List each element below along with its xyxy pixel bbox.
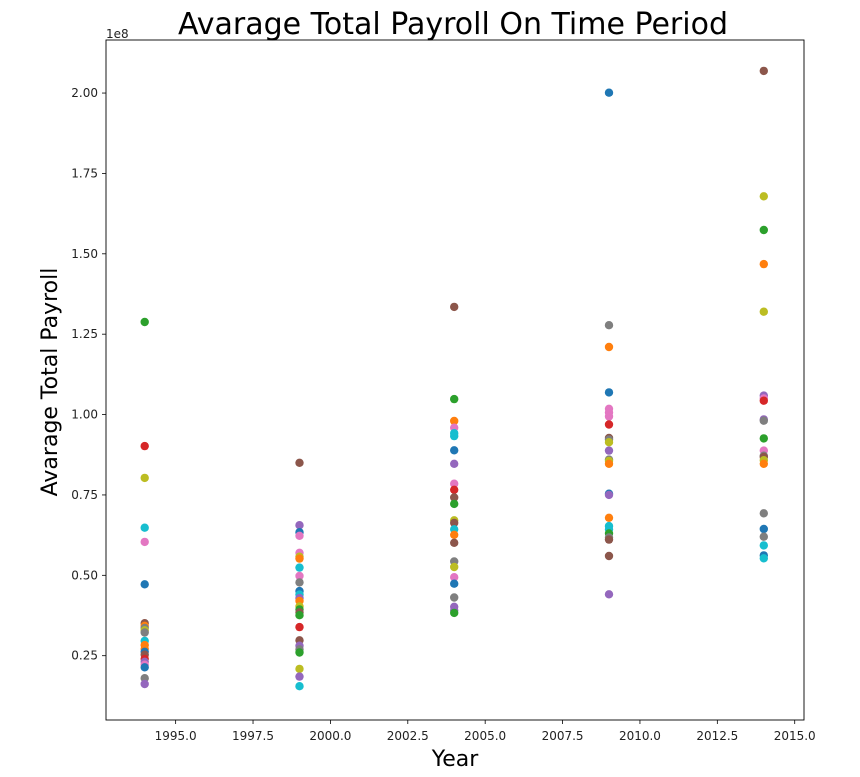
data-point <box>140 674 149 683</box>
y-tick-label: 2.00 <box>71 86 98 100</box>
data-point <box>604 412 614 421</box>
data-point <box>450 562 459 572</box>
data-point <box>450 302 459 312</box>
data-point <box>759 532 768 541</box>
data-point <box>450 593 459 602</box>
x-tick-label: 2000.0 <box>309 729 351 743</box>
y-axis-label: Avarage Total Payroll <box>38 268 63 497</box>
data-point <box>450 479 459 488</box>
data-point <box>450 608 459 618</box>
data-point <box>450 493 459 502</box>
plot-frame <box>105 39 805 721</box>
y-tick-label: 1.50 <box>71 247 98 261</box>
x-axis-label: Year <box>431 747 480 772</box>
data-point <box>759 66 768 76</box>
plot-area <box>105 39 805 721</box>
chart-title: Avarage Total Payroll On Time Period <box>178 7 728 42</box>
data-point <box>450 394 459 404</box>
data-point <box>295 648 304 657</box>
data-point <box>450 485 459 494</box>
x-tick-label: 2005.0 <box>464 729 506 743</box>
x-axis-ticks: 1995.0 1997.5 2000.0 2002.5 2005.0 2007.5 2010… <box>155 720 816 743</box>
data-point <box>295 531 304 540</box>
data-point <box>450 446 459 455</box>
data-point <box>295 563 304 572</box>
data-point <box>450 573 459 582</box>
data-point <box>450 416 459 426</box>
data-point <box>604 321 614 330</box>
data-point <box>450 579 459 588</box>
data-point <box>295 622 304 632</box>
data-point <box>759 192 768 201</box>
y-tick-label: 0.75 <box>71 488 98 502</box>
y-axis-offset-label: 1e8 <box>106 27 129 41</box>
y-tick-label: 0.50 <box>71 568 98 582</box>
x-tick-label: 2007.5 <box>542 729 584 743</box>
data-point <box>450 518 459 528</box>
y-tick-label: 1.00 <box>71 408 98 422</box>
data-point <box>295 664 304 674</box>
data-point <box>140 523 149 532</box>
data-point <box>759 509 768 518</box>
x-tick-label: 2012.5 <box>696 729 738 743</box>
data-point <box>759 307 768 316</box>
data-point <box>604 342 614 352</box>
data-point <box>295 571 304 581</box>
data-point <box>759 416 768 425</box>
data-point <box>140 679 149 689</box>
data-point <box>450 431 459 441</box>
data-point <box>295 554 304 563</box>
data-point <box>604 88 614 97</box>
x-tick-label: 2002.5 <box>387 729 429 743</box>
data-point <box>140 628 149 637</box>
data-point <box>604 388 614 397</box>
y-tick-label: 0.25 <box>71 649 98 663</box>
data-point <box>604 438 614 447</box>
data-point <box>604 535 614 544</box>
data-point <box>140 441 149 451</box>
data-point <box>295 672 304 681</box>
data-point <box>140 317 149 327</box>
data-point <box>759 396 768 405</box>
data-point <box>604 551 614 561</box>
x-tick-label: 1995.0 <box>155 729 197 743</box>
data-point <box>450 499 459 509</box>
data-point <box>450 459 459 468</box>
data-point <box>450 538 459 547</box>
data-point <box>295 521 304 530</box>
data-point <box>140 580 149 589</box>
x-tick-label: 2015.0 <box>774 729 816 743</box>
data-point <box>759 259 768 269</box>
data-point <box>759 541 768 550</box>
y-axis-ticks: 0.25 0.50 0.75 1.00 1.25 1.50 1.75 2.00 <box>71 86 106 663</box>
data-point <box>295 611 304 620</box>
data-point <box>759 434 768 443</box>
data-point <box>759 225 768 235</box>
data-point <box>604 513 614 522</box>
x-tick-label: 2010.0 <box>619 729 661 743</box>
data-point <box>295 578 304 587</box>
data-point <box>140 537 149 547</box>
data-point <box>604 446 614 455</box>
data-point <box>604 490 614 500</box>
data-point <box>140 663 149 672</box>
data-point <box>759 459 768 468</box>
data-point <box>604 420 614 429</box>
data-point <box>140 473 149 483</box>
data-point <box>450 530 459 539</box>
data-point <box>604 459 614 468</box>
data-point <box>759 524 768 534</box>
y-tick-label: 1.75 <box>71 166 98 180</box>
data-point <box>295 458 304 467</box>
data-point <box>759 554 768 563</box>
data-point <box>604 590 614 599</box>
y-tick-label: 1.25 <box>71 327 98 341</box>
data-point <box>295 682 304 691</box>
x-tick-label: 1997.5 <box>232 729 274 743</box>
